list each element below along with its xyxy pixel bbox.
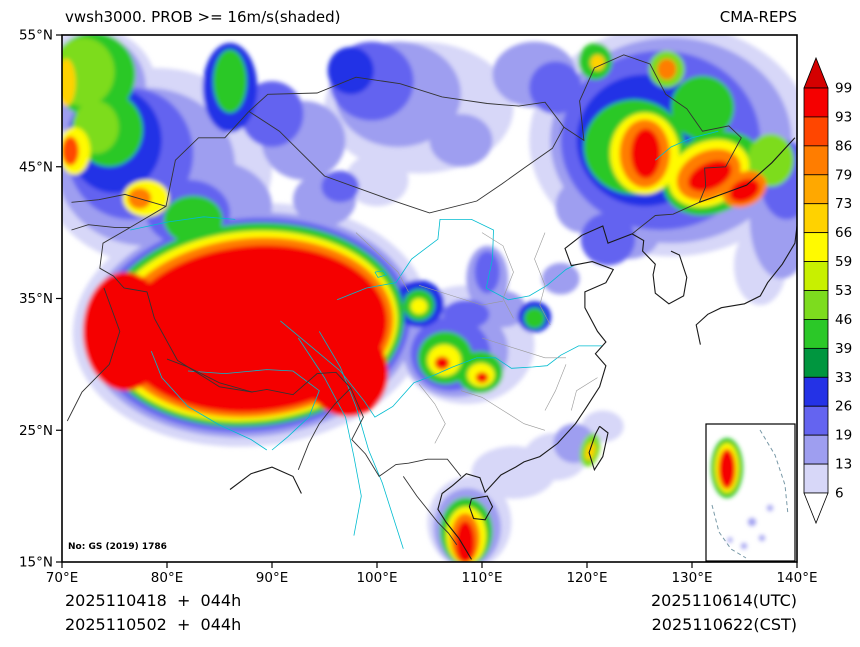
svg-text:66: 66 [835, 225, 852, 241]
country-borders [66, 54, 742, 546]
probability-shading [62, 35, 797, 562]
svg-text:25°N: 25°N [19, 423, 53, 439]
svg-text:53: 53 [835, 283, 852, 299]
svg-text:140°E: 140°E [776, 570, 817, 586]
model-name: CMA-REPS [719, 8, 797, 26]
svg-text:93: 93 [835, 109, 852, 125]
x-axis: 70°E 80°E 90°E 100°E 110°E 120°E 130°E 140°E [46, 562, 818, 586]
rivers [130, 130, 719, 549]
license-watermark: No: GS (2019) 1786 [68, 542, 167, 552]
init-time-cst: 2025110502 + 044h [65, 615, 242, 634]
svg-text:99: 99 [835, 81, 852, 97]
svg-text:120°E: 120°E [566, 570, 607, 586]
y-axis: 15°N 25°N 35°N 45°N 55°N [19, 28, 62, 571]
svg-text:6: 6 [835, 486, 844, 502]
svg-text:73: 73 [835, 196, 852, 212]
valid-time-utc: 2025110614(UTC) [651, 591, 797, 610]
svg-text:19: 19 [835, 428, 852, 444]
south-china-sea-inset [705, 423, 796, 562]
svg-text:100°E: 100°E [356, 570, 397, 586]
chart-title: vwsh3000. PROB >= 16m/s(shaded) [65, 8, 341, 26]
svg-text:33: 33 [835, 370, 852, 386]
svg-text:35°N: 35°N [19, 291, 53, 307]
svg-text:45°N: 45°N [19, 159, 53, 175]
svg-text:80°E: 80°E [151, 570, 183, 586]
coastlines [229, 137, 797, 560]
init-time-utc: 2025110418 + 044h [65, 591, 242, 610]
svg-text:26: 26 [835, 399, 852, 415]
svg-text:59: 59 [835, 254, 852, 270]
svg-text:55°N: 55°N [19, 28, 53, 44]
svg-text:46: 46 [835, 312, 852, 328]
svg-text:86: 86 [835, 138, 852, 154]
svg-text:79: 79 [835, 167, 852, 183]
svg-text:130°E: 130°E [671, 570, 712, 586]
svg-text:39: 39 [835, 341, 852, 357]
province-borders [355, 232, 598, 444]
svg-text:13: 13 [835, 457, 852, 473]
svg-text:90°E: 90°E [256, 570, 288, 586]
svg-text:15°N: 15°N [19, 555, 53, 571]
svg-text:110°E: 110°E [461, 570, 502, 586]
colorbar: 99 93 86 79 73 66 59 53 46 39 33 26 19 13 6 [803, 56, 852, 525]
svg-text:70°E: 70°E [46, 570, 78, 586]
valid-time-cst: 2025110622(CST) [651, 615, 797, 634]
